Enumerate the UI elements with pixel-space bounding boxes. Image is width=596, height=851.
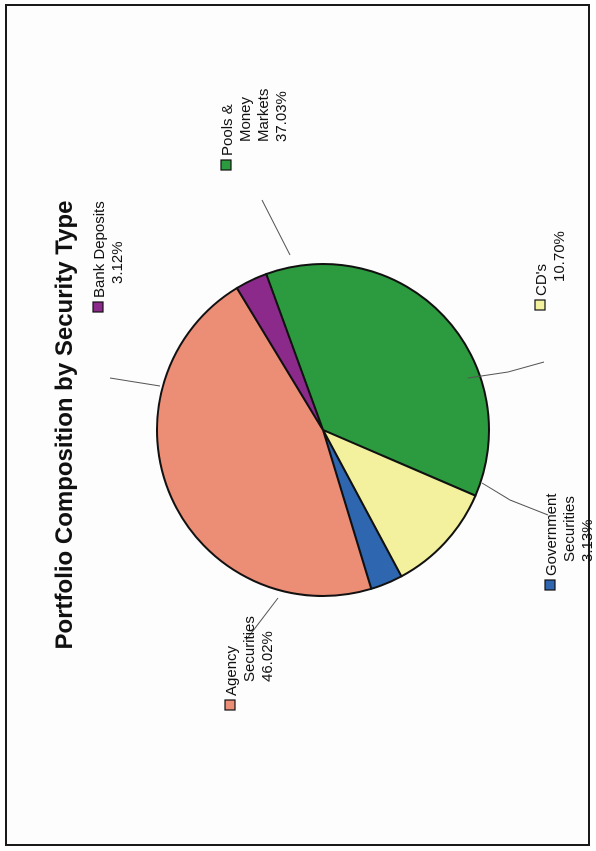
slice-cd-s [320, 427, 477, 578]
label-bank-deposits: Bank Deposits 3.12% [91, 201, 126, 313]
label-pools-money-markets: Pools & Money Markets 37.03% [219, 89, 290, 171]
legend-swatch-cd-s [534, 299, 546, 311]
legend-swatch-pools-money-markets [220, 159, 232, 171]
slice-label-text: Bank Deposits [91, 201, 108, 298]
slice-label-text: Money [237, 96, 254, 142]
slice-percentage: 46.02% [259, 631, 276, 682]
slice-percentage: 3.13% [579, 519, 596, 562]
leader-agency-securities [245, 597, 279, 641]
leader-pools-money-markets [261, 199, 291, 256]
slice-label-text: Agency [223, 645, 240, 696]
legend-swatch-bank-deposits [92, 301, 104, 313]
slice-bank-deposits [235, 272, 324, 431]
slice-pools-money-markets [264, 263, 490, 497]
slice-percentage: 3.12% [109, 241, 126, 284]
slice-percentage: 37.03% [273, 91, 290, 142]
slice-agency-securities [156, 286, 373, 597]
slice-label-text: Government [543, 493, 560, 576]
slice-label-text: CD's [533, 264, 550, 296]
chart-title: Portfolio Composition by Security Type [51, 201, 78, 650]
pie-slices [156, 263, 490, 597]
label-agency-securities: Agency Securities 46.02% [223, 616, 276, 711]
slice-label-text: Pools & [219, 104, 236, 156]
leader-cd-s [467, 361, 545, 379]
label-government-securities: Government Securities 3.13% [543, 493, 596, 591]
leader-bank-deposits [109, 377, 161, 387]
label-cd-s: CD's 10.70% [533, 231, 568, 311]
slice-percentage: 10.70% [551, 231, 568, 282]
slice-label-text: Markets [255, 89, 272, 142]
legend-swatch-government-securities [544, 579, 556, 591]
leader-government-securities [481, 482, 549, 516]
leader-lines [109, 199, 549, 641]
slice-label-text: Securities [241, 616, 258, 682]
slice-label-text: Securities [561, 496, 578, 562]
legend-swatch-agency-securities [224, 699, 236, 711]
slice-labels: Pools & Money Markets 37.03% CD's 10.70% Gover… [91, 89, 596, 711]
